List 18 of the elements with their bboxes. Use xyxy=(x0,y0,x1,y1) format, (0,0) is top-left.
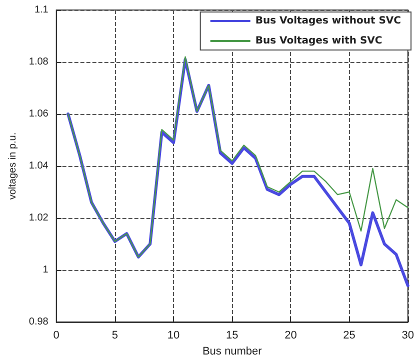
legend-label: Bus Voltages without SVC xyxy=(255,16,402,26)
y-tick-label: 1 xyxy=(42,264,49,276)
y-tick-label: 1.08 xyxy=(28,56,49,68)
x-tick-label: 30 xyxy=(402,330,414,342)
y-tick-label: 0.98 xyxy=(28,316,49,328)
x-tick-label: 25 xyxy=(343,330,356,342)
x-tick-label: 20 xyxy=(284,330,297,342)
y-tick-label: 1.06 xyxy=(28,108,49,120)
x-axis-title: Bus number xyxy=(202,345,262,358)
y-tick-label: 1.1 xyxy=(34,4,49,16)
x-tick-label: 0 xyxy=(53,330,60,342)
y-axis-title: voltages in p.u. xyxy=(8,132,18,200)
x-tick-label: 15 xyxy=(226,330,238,342)
y-tick-label: 1.04 xyxy=(28,160,49,172)
x-tick-label: 5 xyxy=(112,330,118,342)
x-tick-label: 10 xyxy=(167,330,180,342)
y-tick-label: 1.02 xyxy=(28,212,49,224)
legend-label: Bus Voltages with SVC xyxy=(255,36,382,46)
